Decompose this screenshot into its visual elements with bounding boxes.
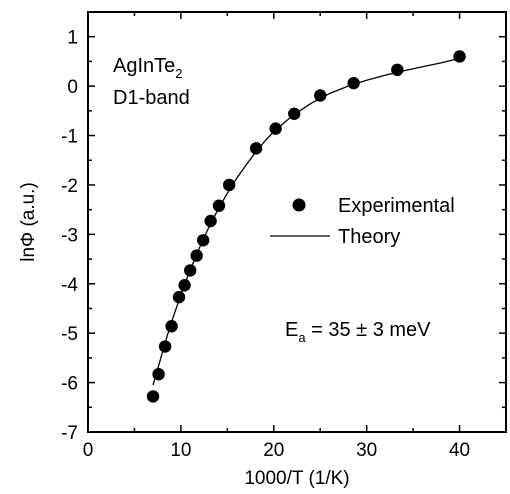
- experimental-point: [165, 320, 178, 333]
- experimental-point: [190, 249, 203, 262]
- y-axis-tick-labels: 1 0 -1 -2 -3 -4 -5 -6 -7: [61, 28, 78, 444]
- experimental-point: [314, 89, 327, 102]
- experimental-point: [249, 142, 263, 155]
- legend: Experimental Theory: [270, 195, 455, 248]
- band-label: D1-band: [113, 87, 190, 109]
- x-tick-label: 30: [356, 440, 377, 461]
- experimental-point: [347, 76, 360, 90]
- y-axis-ticks: [88, 11, 506, 433]
- y-tick-label: -1: [61, 127, 78, 148]
- x-axis-tick-labels: 0 10 20 30 40: [83, 440, 470, 461]
- y-tick-label: -6: [61, 374, 78, 395]
- material-label-base: AgInTe: [113, 55, 175, 77]
- x-tick-label: 10: [170, 440, 191, 461]
- activation-energy-label: Ea = 35 ± 3 meV: [285, 319, 431, 345]
- legend-marker-experimental: [292, 198, 306, 212]
- legend-label-experimental: Experimental: [338, 195, 455, 217]
- x-tick-label: 0: [83, 440, 94, 461]
- experimental-point: [196, 234, 210, 247]
- experimental-point: [178, 279, 191, 292]
- experimental-point: [222, 178, 236, 192]
- energy-value: = 35 ± 3 meV: [306, 319, 432, 341]
- y-tick-label: -5: [61, 324, 78, 345]
- theory-curve: [152, 57, 460, 386]
- experimental-point: [146, 390, 160, 403]
- legend-label-theory: Theory: [338, 226, 400, 248]
- experimental-point: [172, 290, 186, 304]
- experimental-point: [288, 107, 301, 120]
- y-tick-label: -2: [61, 176, 78, 197]
- material-label: AgInTe2: [113, 55, 183, 81]
- experimental-point: [158, 340, 172, 353]
- experimental-point: [212, 199, 226, 212]
- y-axis-title: lnΦ (a.u.): [18, 182, 39, 262]
- x-axis-ticks: [87, 12, 507, 432]
- y-tick-label: -4: [61, 275, 78, 296]
- experimental-point: [269, 122, 282, 135]
- energy-subscript: a: [298, 330, 306, 345]
- experimental-point: [204, 214, 217, 228]
- x-axis-title: 1000/T (1/K): [244, 468, 349, 489]
- y-tick-label: -7: [61, 423, 78, 444]
- experimental-point: [152, 367, 165, 381]
- series-layer: [146, 50, 466, 403]
- y-tick-label: 0: [67, 77, 78, 98]
- energy-symbol: E: [285, 319, 298, 341]
- y-tick-label: 1: [67, 28, 78, 49]
- experimental-point: [453, 50, 466, 63]
- y-tick-label: -3: [61, 225, 78, 246]
- plot-frame: [87, 11, 507, 433]
- experimental-point: [183, 264, 197, 277]
- plot-area: 0 10 20 30 40 10-1-2-3-4-5-6-7: [61, 11, 507, 461]
- material-label-subscript: 2: [175, 66, 182, 81]
- x-tick-label: 40: [449, 440, 470, 461]
- experimental-point: [391, 63, 404, 77]
- x-tick-label: 20: [263, 440, 284, 461]
